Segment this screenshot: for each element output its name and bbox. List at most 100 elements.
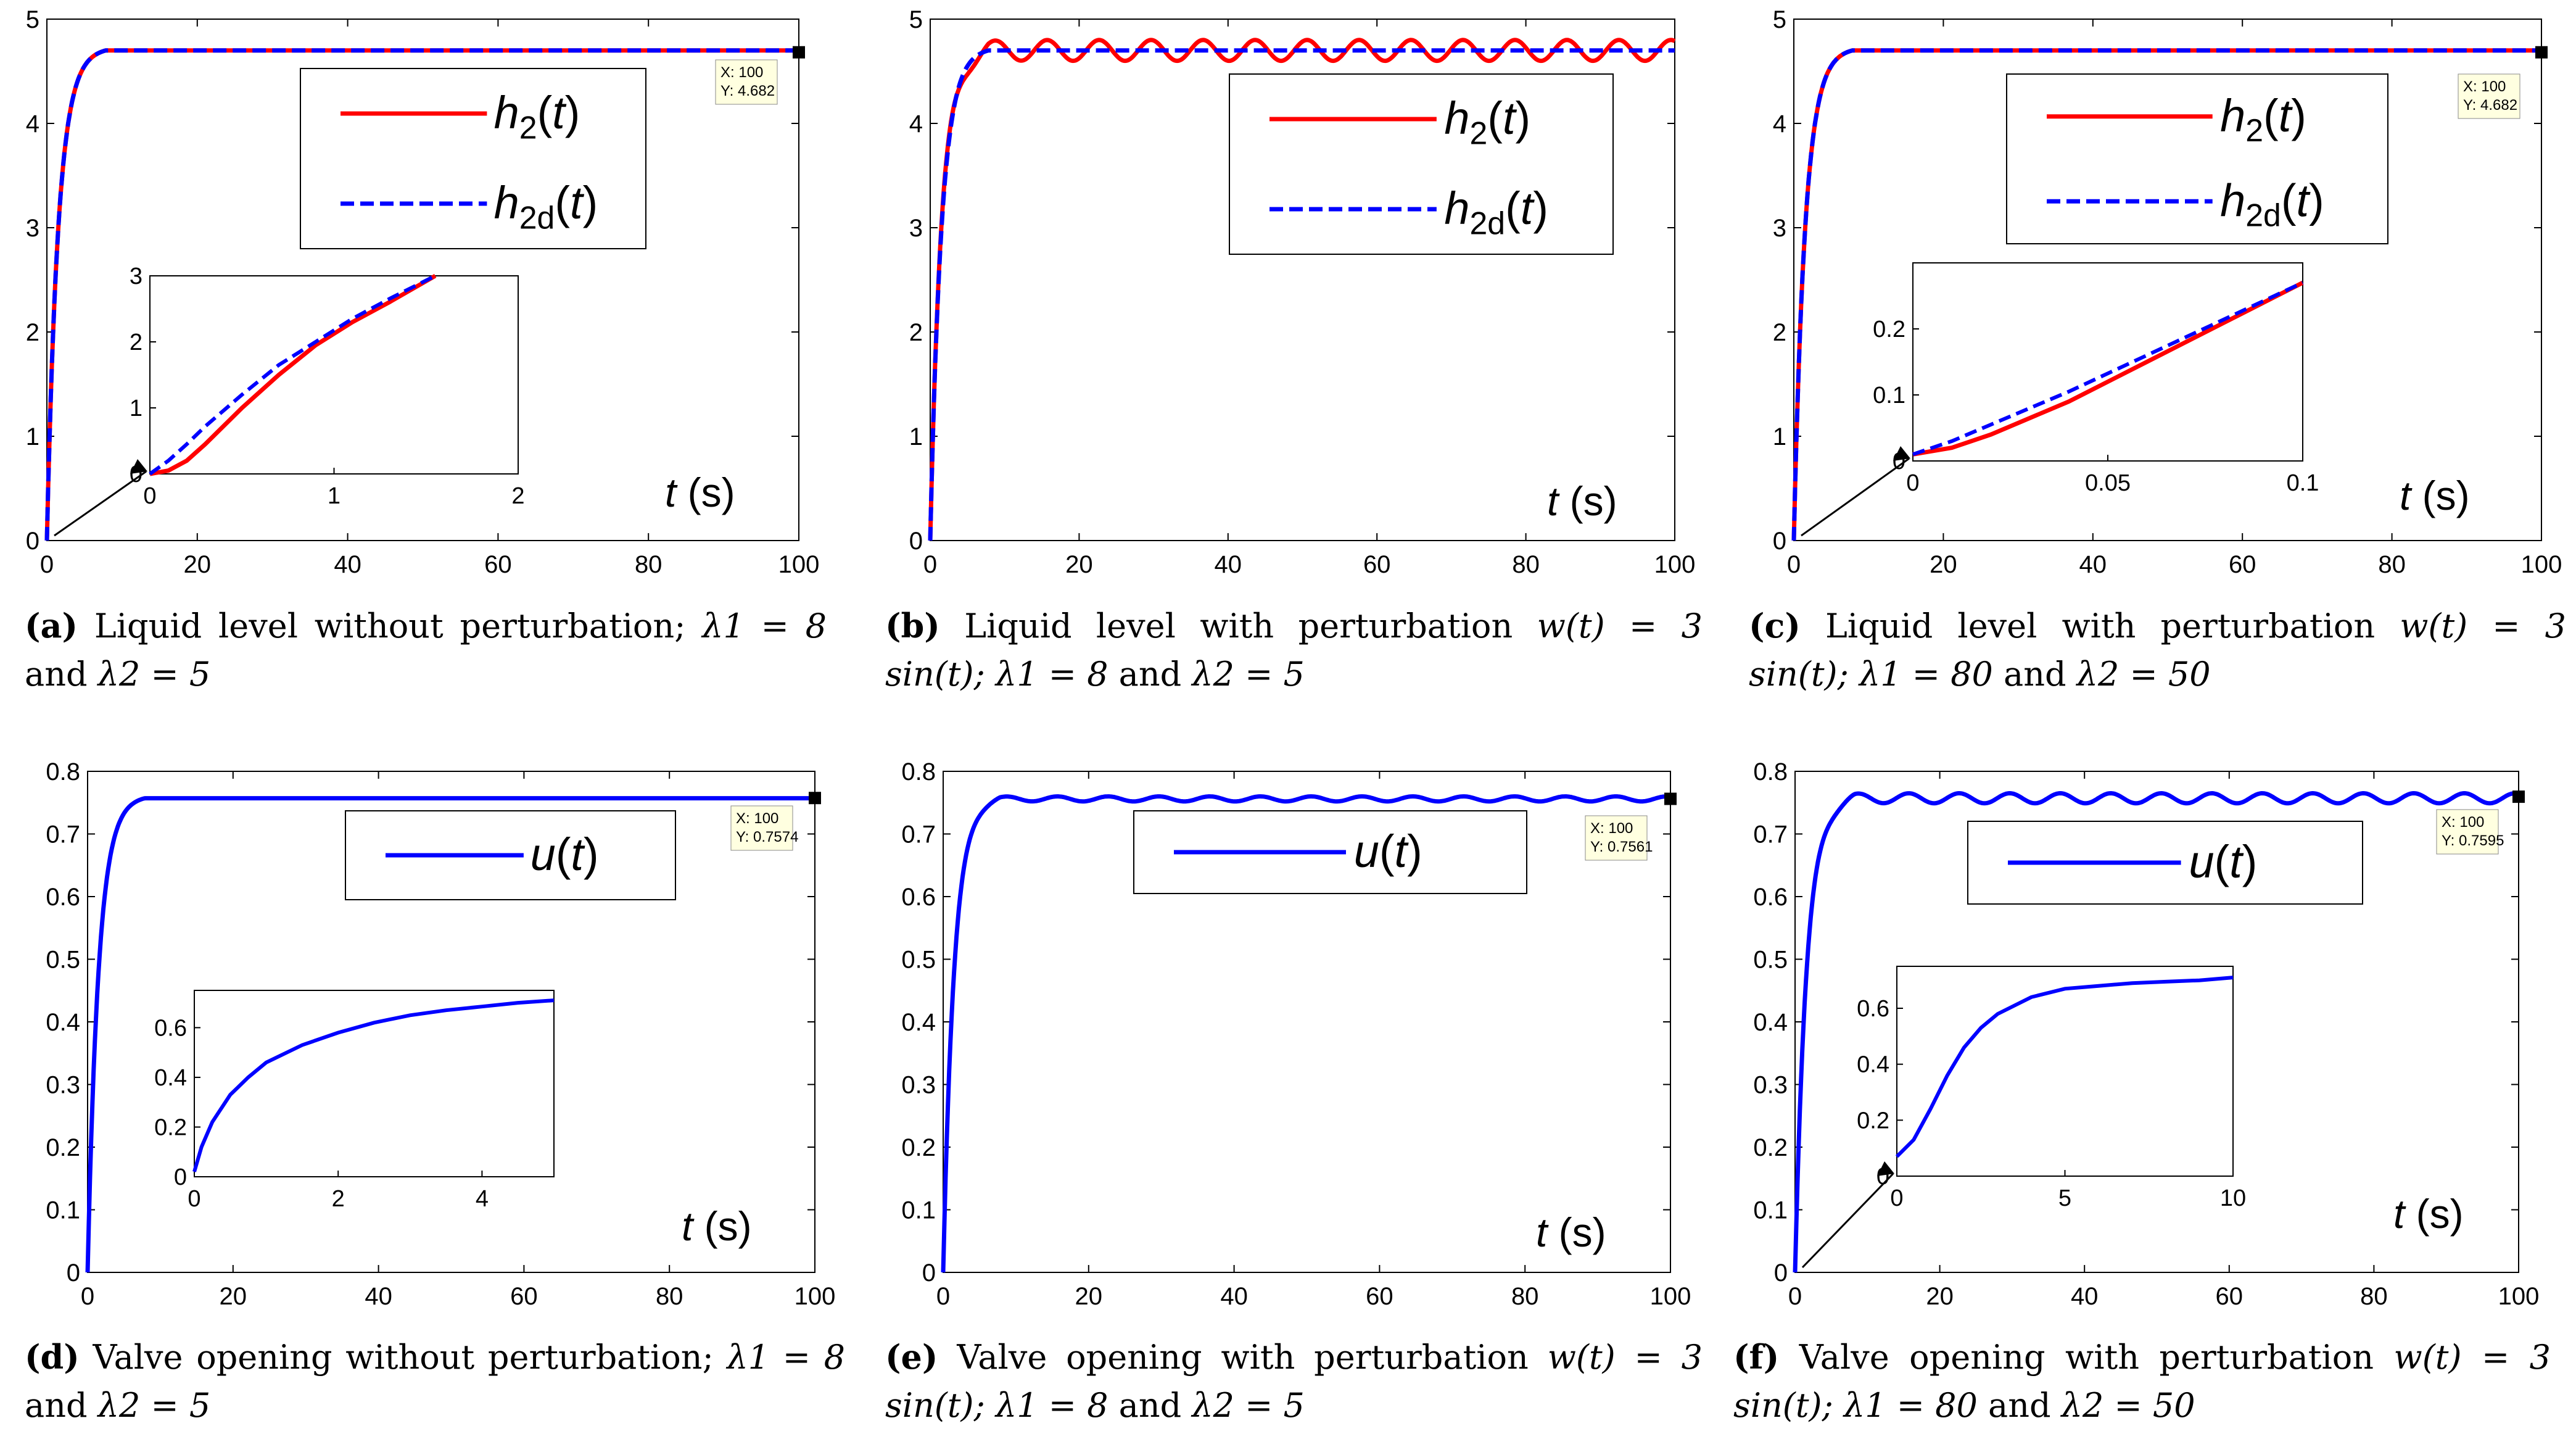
x-tick-label: 100: [2498, 1283, 2540, 1310]
x-tick-label: 40: [2071, 1283, 2099, 1310]
x-tick-label: 100: [778, 551, 820, 578]
inset-y-tick-label: 0.2: [1857, 1108, 1889, 1134]
x-tick-label: 20: [220, 1283, 247, 1310]
y-tick-label: 5: [1773, 6, 1786, 33]
inset-x-tick-label: 0: [1890, 1185, 1903, 1211]
inset-y-tick-label: 0: [174, 1164, 187, 1190]
y-tick-label: 0: [1774, 1259, 1788, 1287]
x-tick-label: 20: [1065, 551, 1093, 578]
y-tick-label: 0.8: [1753, 758, 1788, 786]
x-tick-label: 80: [635, 551, 663, 578]
inset-y-tick-label: 0.4: [1857, 1052, 1889, 1078]
y-tick-label: 0.4: [901, 1009, 936, 1036]
x-tick-label: 100: [1654, 551, 1696, 578]
y-tick-label: 0: [922, 1259, 936, 1287]
series-line-h2d(t): [1791, 48, 2541, 541]
legend-label-h2d(t): h2d(t): [494, 177, 598, 235]
inset-y-tick-label: 0: [1893, 449, 1905, 475]
datatip-x-label: X: 100: [1590, 820, 1633, 837]
y-tick-label: 0: [1773, 528, 1786, 555]
y-tick-label: 0.5: [901, 947, 936, 974]
legend-box: [2006, 73, 2388, 244]
caption-f: (f) Valve opening with perturbation w(t)…: [1733, 1337, 2551, 1425]
x-tick-label: 0: [936, 1283, 950, 1310]
inset-x-tick-label: 1: [328, 483, 341, 509]
chart-e: 0 20 40 60 80 100 0 0.1 0.2 0.3 0.4 0.5 0.6 0.7 0.8 u(t…: [901, 758, 1691, 1310]
legend-label-h2(t): h2(t): [1444, 93, 1530, 151]
inset-y-tick-label: 0: [130, 462, 142, 487]
inset-x-tick-label: 2: [511, 483, 524, 509]
datatip-x-label: X: 100: [736, 810, 778, 827]
datatip-y-label: Y: 4.682: [720, 83, 775, 99]
series-line-h2d(t): [928, 48, 1675, 541]
inset-pointer-arrow: [1801, 1172, 1894, 1269]
inset-pointer-arrow: [1801, 457, 1910, 537]
x-tick-label: 60: [1363, 551, 1391, 578]
x-tick-label: 80: [2378, 551, 2406, 578]
legend-label-u(t): u(t): [530, 829, 599, 880]
x-tick-label: 80: [1512, 551, 1540, 578]
datatip-box: [2436, 809, 2499, 855]
inset-y-tick-label: 0.4: [154, 1065, 187, 1091]
x-tick-label: 60: [2229, 551, 2256, 578]
inset-x-tick-label: 0.05: [2085, 470, 2131, 496]
y-tick-label: 4: [26, 110, 39, 138]
series-line-h2(t): [928, 38, 1676, 541]
datatip-y-label: Y: 4.682: [2463, 97, 2517, 114]
datatip-x-label: X: 100: [2442, 814, 2484, 831]
inset-x-tick-label: 0: [188, 1186, 200, 1212]
inset-y-tick-label: 0.6: [1857, 996, 1889, 1022]
y-tick-label: 5: [26, 6, 39, 33]
y-tick-label: 0.7: [901, 821, 936, 848]
y-tick-label: 4: [1773, 110, 1786, 138]
x-tick-label: 40: [2079, 551, 2107, 578]
series-line-u(t): [85, 796, 815, 1273]
y-tick-label: 1: [909, 423, 923, 450]
chart-c: 0 20 40 60 80 100 0 1 2 3 4 5 0 0.05 0.1 0 0.1 0.2 h2(t) h2…: [1773, 6, 2562, 578]
caption-e: (e) Valve opening with perturbation w(t)…: [885, 1337, 1703, 1425]
datatip-box: [730, 805, 793, 851]
y-tick-label: 0: [67, 1259, 80, 1287]
y-tick-label: 2: [26, 319, 39, 346]
y-tick-label: 2: [1773, 319, 1786, 346]
inset-series-blue: [1912, 281, 2304, 457]
inset-pointer-arrow: [54, 470, 147, 537]
datatip-y-label: Y: 0.7595: [2442, 832, 2504, 849]
y-tick-label: 0.8: [46, 758, 80, 786]
datatip-marker: [809, 792, 821, 805]
y-tick-label: 0.8: [901, 758, 936, 786]
inset-y-tick-label: 0: [1876, 1164, 1889, 1190]
legend-label-u(t): u(t): [1354, 826, 1422, 877]
legend-label-h2d(t): h2d(t): [1444, 183, 1548, 241]
x-tick-label: 100: [1650, 1283, 1691, 1310]
inset-series-blue: [192, 998, 555, 1172]
x-tick-label: 20: [184, 551, 212, 578]
inset-y-tick-label: 3: [130, 263, 142, 289]
legend-box: [300, 68, 646, 249]
caption-b: (b) Liquid level with perturbation w(t) …: [885, 606, 1703, 694]
inset-x-tick-label: 0.1: [2287, 470, 2319, 496]
x-axis-label: t (s): [2400, 473, 2470, 518]
inset-series-blue: [1895, 976, 2234, 1158]
x-tick-label: 0: [81, 1283, 94, 1310]
inset-x-tick-label: 4: [476, 1186, 489, 1212]
legend-label-h2d(t): h2d(t): [2220, 175, 2324, 233]
x-tick-label: 20: [1075, 1283, 1103, 1310]
x-tick-label: 40: [365, 1283, 392, 1310]
y-tick-label: 1: [26, 423, 39, 450]
legend-box: [1229, 73, 1614, 255]
chart-b: 0 20 40 60 80 100 0 1 2 3 4 5 h2(t) h2d(t) t (s): [909, 6, 1696, 578]
caption-a: (a) Liquid level without perturbation; λ…: [25, 606, 827, 694]
datatip-x-label: X: 100: [2463, 78, 2506, 95]
x-axis-label: t (s): [682, 1203, 752, 1249]
y-tick-label: 4: [909, 110, 923, 138]
inset-y-tick-label: 1: [130, 396, 142, 421]
y-tick-label: 0.7: [1753, 821, 1788, 848]
x-tick-label: 80: [656, 1283, 683, 1310]
inset-x-tick-label: 5: [2058, 1185, 2071, 1211]
inset-y-tick-label: 2: [130, 330, 142, 355]
inset-x-tick-label: 0: [1906, 470, 1919, 496]
